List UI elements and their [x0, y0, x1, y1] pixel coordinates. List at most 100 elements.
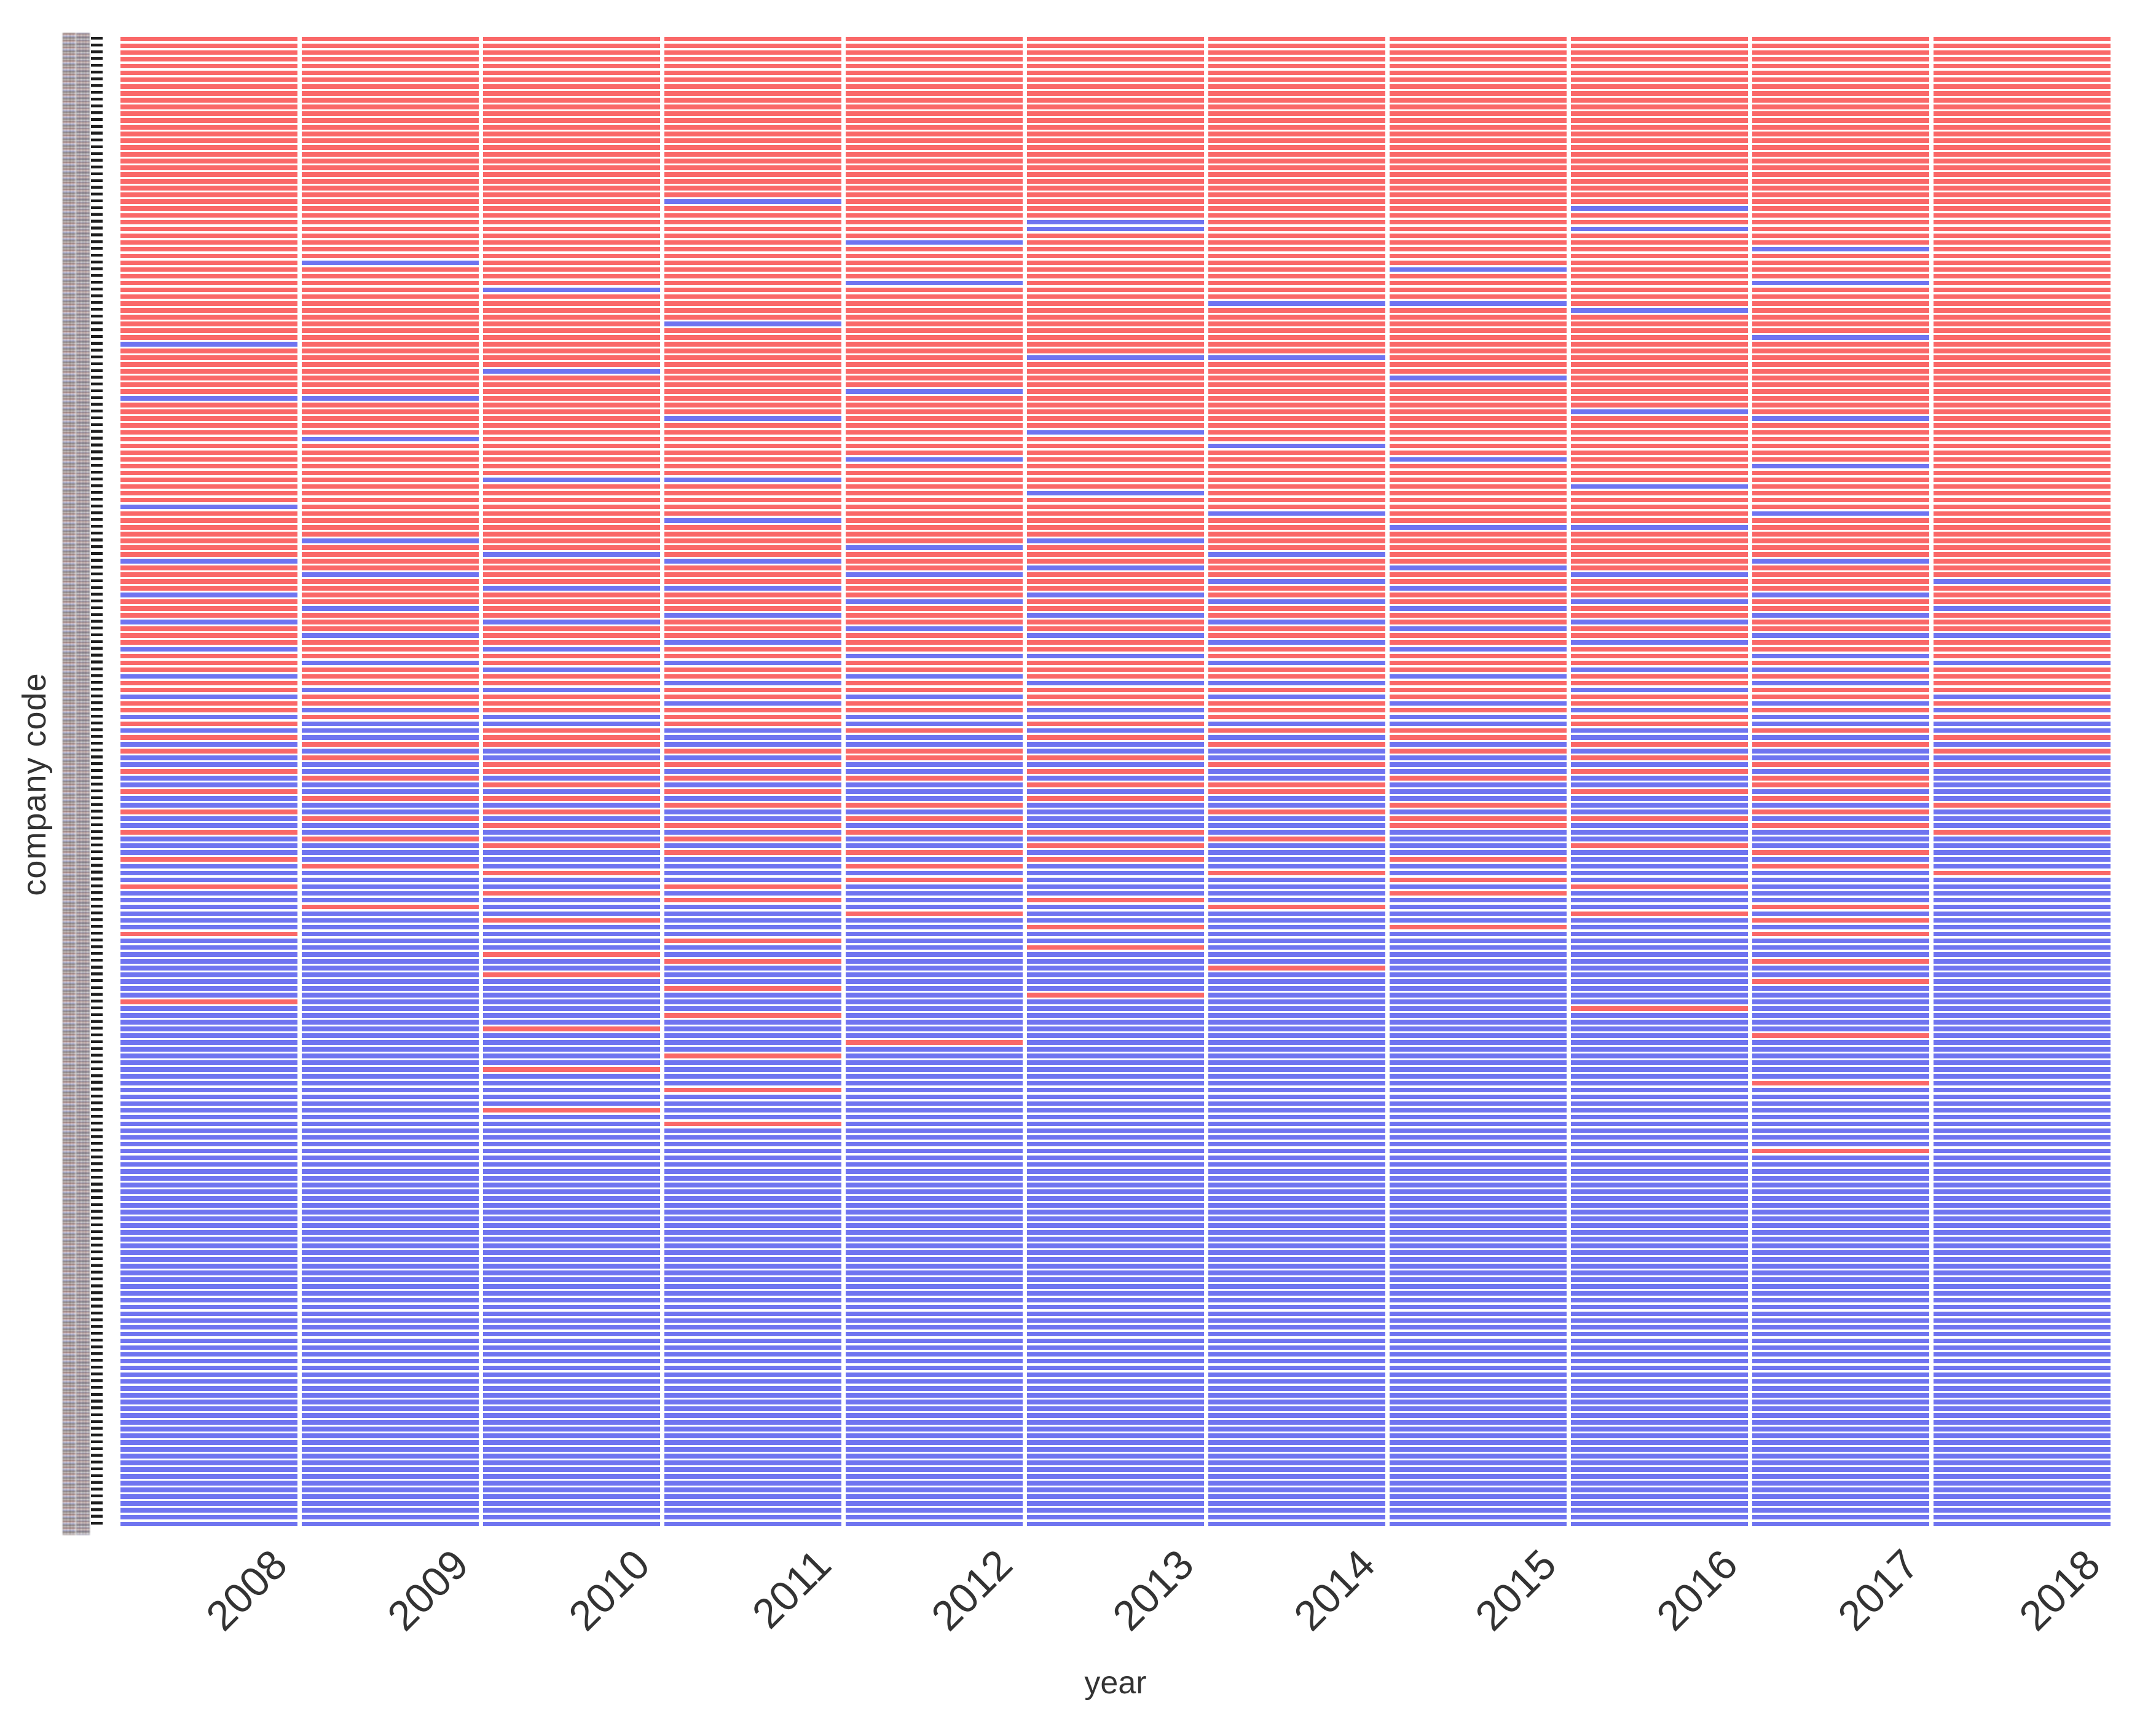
heatmap-cell: [301, 1345, 479, 1350]
heatmap-cell: [1026, 1040, 1204, 1045]
heatmap-cell: [664, 1358, 841, 1364]
heatmap-cell: [301, 653, 479, 659]
heatmap-cell: [845, 633, 1023, 639]
heatmap-cell: [1752, 606, 1929, 611]
heatmap-cell: [664, 1148, 841, 1154]
heatmap-row: [118, 1310, 2112, 1317]
heatmap-cell: [1933, 816, 2111, 821]
heatmap-cell: [1933, 1074, 2111, 1079]
heatmap-cell: [664, 1481, 841, 1486]
heatmap-cell: [1026, 1074, 1204, 1079]
heatmap-cell: [1208, 1020, 1385, 1025]
heatmap-cell: [1570, 1006, 1748, 1011]
heatmap-cell: [1208, 1494, 1385, 1499]
heatmap-cell: [301, 979, 479, 984]
heatmap-cell: [845, 1026, 1023, 1031]
heatmap-cell: [1933, 97, 2111, 103]
heatmap-cell: [1570, 1318, 1748, 1323]
heatmap-cell: [1026, 1345, 1204, 1350]
heatmap-cell: [120, 1352, 297, 1357]
heatmap-cell: [1389, 1237, 1567, 1242]
heatmap-cell: [301, 1427, 479, 1432]
heatmap-cell: [1389, 1067, 1567, 1073]
heatmap-cell: [845, 1345, 1023, 1350]
heatmap-cell: [120, 192, 297, 197]
heatmap-cell: [845, 63, 1023, 69]
heatmap-cell: [845, 979, 1023, 984]
heatmap-cell: [482, 911, 660, 916]
heatmap-cell: [301, 748, 479, 754]
heatmap-cell: [845, 477, 1023, 482]
heatmap-cell: [1208, 362, 1385, 367]
heatmap-cell: [1933, 267, 2111, 272]
heatmap-cell: [1389, 450, 1567, 455]
heatmap-cell: [301, 70, 479, 76]
heatmap-cell: [1933, 748, 2111, 754]
heatmap-cell: [664, 1474, 841, 1479]
heatmap-cell: [1026, 1108, 1204, 1113]
heatmap-cell: [1933, 1101, 2111, 1106]
heatmap-cell: [120, 714, 297, 720]
heatmap-cell: [1208, 728, 1385, 733]
heatmap-cell: [664, 1447, 841, 1452]
heatmap-row: [118, 1385, 2112, 1392]
heatmap-cell: [1026, 1168, 1204, 1174]
heatmap-cell: [120, 850, 297, 856]
heatmap-cell: [1026, 77, 1204, 82]
heatmap-cell: [1933, 1141, 2111, 1147]
heatmap-cell: [301, 1155, 479, 1160]
heatmap-cell: [1752, 287, 1929, 293]
heatmap-cell: [1026, 938, 1204, 943]
heatmap-cell: [1389, 1155, 1567, 1160]
heatmap-row: [118, 1229, 2112, 1236]
heatmap-cell: [845, 1264, 1023, 1269]
heatmap-cell: [1933, 640, 2111, 645]
heatmap-cell: [482, 57, 660, 62]
heatmap-cell: [664, 1210, 841, 1215]
heatmap-cell: [1208, 809, 1385, 814]
heatmap-cell: [1570, 1420, 1748, 1425]
heatmap-cell: [1933, 463, 2111, 469]
heatmap-cell: [1389, 1094, 1567, 1100]
heatmap-cell: [1389, 77, 1567, 82]
heatmap-cell: [1570, 1379, 1748, 1384]
heatmap-cell: [664, 104, 841, 109]
heatmap-cell: [1570, 1243, 1748, 1248]
heatmap-cell: [845, 1114, 1023, 1120]
heatmap-cell: [845, 511, 1023, 516]
heatmap-row: [118, 1425, 2112, 1432]
heatmap-cell: [1570, 1481, 1748, 1486]
heatmap-cell: [664, 1514, 841, 1520]
heatmap-cell: [1026, 199, 1204, 205]
heatmap-cell: [1752, 1243, 1929, 1248]
heatmap-cell: [482, 1365, 660, 1371]
heatmap-cell: [1933, 63, 2111, 69]
heatmap-cell: [664, 213, 841, 218]
heatmap-cell: [1026, 1175, 1204, 1181]
heatmap-cell: [664, 1379, 841, 1384]
heatmap-cell: [1933, 450, 2111, 455]
heatmap-cell: [845, 1060, 1023, 1065]
heatmap-cell: [1752, 403, 1929, 408]
heatmap-cell: [1752, 931, 1929, 937]
x-tick-label: 2008: [197, 1540, 296, 1640]
heatmap-cell: [1933, 1440, 2111, 1445]
heatmap-cell: [1208, 416, 1385, 422]
heatmap-cell: [664, 246, 841, 252]
heatmap-cell: [482, 470, 660, 476]
heatmap-cell: [1026, 1013, 1204, 1018]
heatmap-row: [118, 1114, 2112, 1120]
heatmap-row: [118, 816, 2112, 822]
heatmap-cell: [301, 803, 479, 808]
heatmap-cell: [845, 1298, 1023, 1303]
heatmap-cell: [1208, 138, 1385, 143]
heatmap-cell: [301, 1053, 479, 1058]
heatmap-cell: [1752, 274, 1929, 279]
heatmap-cell: [301, 776, 479, 781]
heatmap-cell: [845, 1460, 1023, 1465]
heatmap-cell: [1752, 830, 1929, 835]
heatmap-row: [118, 788, 2112, 795]
heatmap-cell: [1752, 565, 1929, 570]
heatmap-cell: [120, 1447, 297, 1452]
heatmap-cell: [1570, 1298, 1748, 1303]
